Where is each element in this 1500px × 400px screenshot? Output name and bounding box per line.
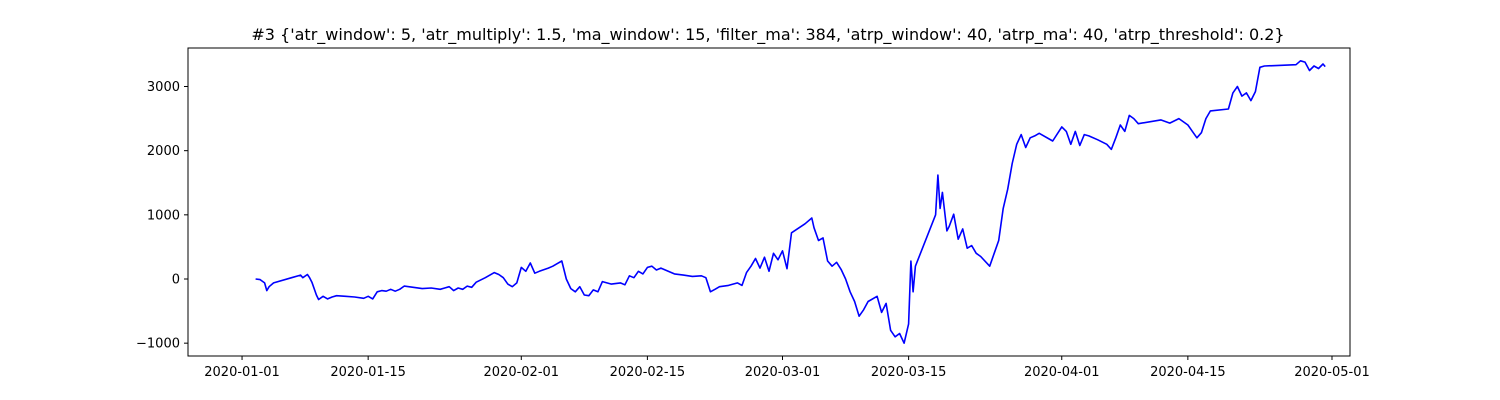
plot-frame	[187, 47, 1351, 357]
x-axis: 2020-01-01 2020-01-15 2020-02-01 2020-02-15…	[204, 356, 1370, 380]
x-tick-label: 2020-03-01	[745, 365, 821, 380]
y-tick-label: −1000	[136, 337, 180, 352]
x-tick-label: 2020-01-15	[330, 365, 406, 380]
x-tick-label: 2020-04-15	[1150, 365, 1226, 380]
y-tick-label: 2000	[147, 144, 180, 159]
plot-area	[255, 60, 1326, 344]
chart-title: #3 {'atr_window': 5, 'atr_multiply': 1.5…	[251, 25, 1284, 45]
equity-line	[255, 60, 1326, 344]
x-tick-label: 2020-02-01	[484, 365, 560, 380]
x-tick-label: 2020-05-01	[1294, 365, 1370, 380]
y-tick-label: 0	[172, 273, 180, 288]
y-tick-label: 3000	[147, 80, 180, 95]
x-tick-label: 2020-04-01	[1024, 365, 1100, 380]
y-tick-label: 1000	[147, 208, 180, 223]
x-tick-label: 2020-02-15	[610, 365, 686, 380]
x-tick-label: 2020-03-15	[871, 365, 947, 380]
x-tick-label: 2020-01-01	[204, 365, 280, 380]
y-axis: −1000 0 1000 2000 3000	[136, 80, 188, 352]
